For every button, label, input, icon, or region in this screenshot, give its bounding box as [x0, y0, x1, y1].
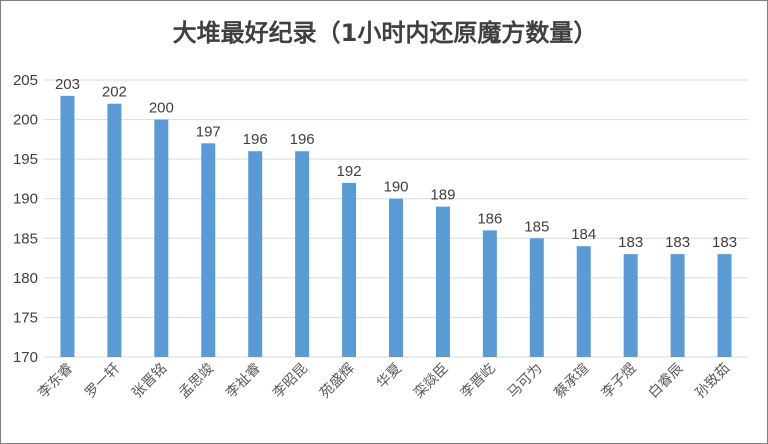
- data-label: 192: [337, 163, 362, 180]
- data-label: 196: [243, 131, 268, 148]
- bar: [389, 198, 403, 357]
- bar: [482, 230, 497, 357]
- bar: [576, 246, 591, 357]
- data-label: 185: [524, 218, 549, 235]
- y-tick-label: 205: [13, 72, 38, 89]
- bar: [107, 103, 122, 357]
- data-label: 189: [430, 187, 455, 204]
- data-label: 196: [290, 131, 315, 148]
- data-label: 197: [196, 123, 221, 140]
- bar: [670, 254, 685, 357]
- data-label: 184: [571, 226, 596, 243]
- bar: [342, 182, 357, 357]
- data-label: 183: [665, 234, 690, 251]
- bar: [435, 206, 450, 357]
- category-label: 李东睿: [35, 361, 76, 402]
- bar: [248, 151, 263, 357]
- y-tick-label: 180: [13, 270, 38, 287]
- category-label: 华夏: [374, 361, 405, 392]
- chart-title: 大堆最好纪录（1小时内还原魔方数量）: [172, 19, 598, 47]
- bar: [529, 238, 544, 357]
- bar: [60, 95, 75, 357]
- data-label: 190: [383, 179, 408, 196]
- data-label: 200: [149, 100, 174, 117]
- category-label: 马可为: [505, 361, 546, 402]
- bar: [201, 143, 216, 357]
- bar: [623, 254, 638, 357]
- category-label: 李祉睿: [223, 361, 264, 402]
- category-label: 白睿辰: [645, 361, 686, 402]
- category-label: 栾燚臣: [410, 360, 452, 402]
- y-tick-label: 170: [13, 349, 38, 366]
- category-label: 孟思竣: [176, 361, 217, 402]
- category-label: 苑盛辉: [317, 361, 358, 402]
- data-label: 186: [477, 210, 502, 227]
- y-tick-label: 185: [13, 230, 38, 247]
- bar: [295, 151, 310, 357]
- category-label: 孙致茹: [692, 360, 734, 402]
- category-label: 李子熤: [598, 361, 639, 402]
- category-label: 蔡承瑄: [552, 361, 593, 402]
- category-label: 张晋铭: [129, 361, 170, 402]
- data-label: 183: [712, 234, 737, 251]
- data-label: 203: [55, 76, 80, 93]
- y-tick-label: 175: [13, 309, 38, 326]
- y-tick-label: 200: [13, 112, 38, 129]
- y-tick-label: 190: [13, 191, 38, 208]
- category-label: 李晋屹: [458, 361, 499, 402]
- category-label: 罗一轩: [82, 361, 123, 402]
- y-tick-label: 195: [13, 151, 38, 168]
- data-label: 183: [618, 234, 643, 251]
- bar: [154, 119, 169, 357]
- data-label: 202: [102, 84, 127, 101]
- category-label: 李昭昆: [270, 361, 311, 402]
- bar: [717, 254, 732, 357]
